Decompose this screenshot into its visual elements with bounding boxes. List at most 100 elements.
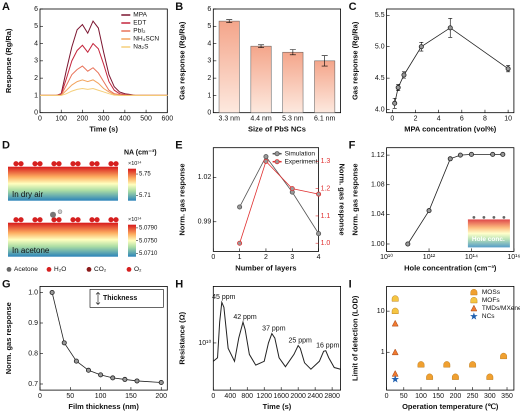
legend-text: CO₂ (94, 266, 107, 273)
x-tick-label: 2000 (290, 393, 306, 400)
adsorbate (18, 217, 24, 223)
x-tick-label: 150 (432, 393, 444, 400)
y-tick-label: 6 (207, 6, 211, 13)
y-tick-label: 4.5 (375, 75, 385, 82)
y-tick-label: 1 (207, 92, 211, 99)
marker (417, 361, 425, 368)
inset-atom (482, 216, 486, 219)
x-tick-label: 10¹⁴ (465, 254, 478, 261)
x-tick-label: 300 (484, 393, 496, 400)
marker (470, 289, 478, 296)
adsorbate (113, 161, 119, 167)
adsorbate (37, 161, 43, 167)
y-tick-label: 5.0 (375, 44, 385, 51)
plot-frame (39, 285, 168, 391)
bar (314, 60, 336, 113)
adsorbate (13, 161, 19, 167)
adsorbate (37, 217, 43, 223)
adsorbate (113, 217, 119, 223)
y2-tick-label: 1.1 (321, 213, 331, 220)
y-tick-label: 2 (34, 75, 38, 82)
marker (134, 378, 140, 384)
plot-frame (386, 8, 515, 114)
x-tick-label: 1 (238, 254, 242, 261)
legend-text: Experiment (285, 158, 318, 165)
x-tick-label: 350 (501, 393, 513, 400)
marker (263, 154, 269, 160)
y-axis-label: Norm. gas response (351, 163, 360, 235)
legend-text: H₂O (54, 266, 66, 273)
marker (122, 376, 128, 382)
x-tick-label: 400 (119, 116, 131, 123)
x-axis-label: Hole concentration (cm⁻³) (404, 263, 497, 272)
legend-text: Na₂S (133, 44, 149, 51)
marker (418, 44, 424, 50)
series-line (212, 300, 341, 370)
x-tick-label: 400 (224, 393, 236, 400)
x-axis-label: Size of PbS NCs (248, 125, 306, 134)
x-tick-label: 250 (467, 393, 479, 400)
colorbar (128, 168, 136, 201)
plot-frame (386, 147, 515, 252)
marker (405, 241, 411, 247)
marker (392, 100, 398, 106)
y-tick-label: 5 (34, 23, 38, 30)
y-tick-label: 4.0 (375, 106, 385, 113)
x-tick-label: 0 (390, 116, 394, 123)
marker (110, 375, 116, 381)
marker (395, 85, 401, 91)
x-tick-label: 200 (77, 116, 89, 123)
legend-text: MOFs (482, 297, 500, 304)
bar (218, 20, 240, 113)
carrier-map (8, 166, 118, 201)
y-axis-label: Response (Rg/Ra) (4, 28, 13, 93)
colorbar (128, 224, 136, 257)
x-tick-label: 100 (415, 393, 427, 400)
legend-icon (6, 267, 12, 272)
marker (490, 151, 496, 157)
adsorbate (56, 161, 62, 167)
error-bar (321, 55, 328, 67)
slab-label: In acetone (12, 246, 50, 255)
y-tick-label: 1.12 (371, 152, 385, 159)
legend-icon (126, 267, 132, 272)
legend-text: Acetone (14, 266, 38, 273)
inset (89, 289, 164, 308)
marker (500, 352, 507, 360)
y-tick-label: 0.9 (28, 320, 38, 327)
marker (158, 379, 164, 385)
adsorbate (70, 161, 76, 167)
adsorbate (108, 161, 114, 167)
x-tick-label: 500 (140, 116, 152, 123)
series-line (239, 155, 319, 234)
y-tick-label: 0 (34, 110, 38, 117)
y-tick-label: 1.08 (371, 182, 385, 189)
inset-atom (472, 216, 476, 219)
marker (469, 361, 477, 368)
x-tick-label: 10¹² (423, 254, 436, 261)
x-tick-label: 800 (241, 393, 253, 400)
y2-tick-label: 1.0 (321, 240, 331, 247)
marker (263, 158, 269, 164)
annotation: 45 ppm (212, 294, 236, 301)
colorbar-tick-label: 5.0710 (139, 251, 158, 257)
x-tick-label: 3.3 nm (219, 116, 241, 123)
marker (500, 151, 506, 157)
x-tick-label: 2800 (324, 393, 340, 400)
legend-text: MPA (133, 12, 147, 19)
y-tick-label: 1 (34, 92, 38, 99)
panel-letter: E (175, 140, 182, 152)
marker (61, 340, 67, 346)
annotation: 16 ppm (316, 343, 340, 350)
y-tick-label: 5.5 (375, 12, 385, 19)
y-tick-label: 0.7 (28, 381, 38, 388)
y-tick-label: 3 (207, 58, 211, 65)
plot-frame (39, 8, 168, 114)
marker (470, 297, 478, 304)
x-tick-label: 4 (317, 254, 321, 261)
x-tick-label: 5.3 nm (282, 116, 304, 123)
series-line (40, 87, 168, 96)
y-axis-label: Gas response (Rg/Ra) (177, 21, 186, 100)
adsorbate (75, 217, 81, 223)
marker (426, 373, 434, 380)
